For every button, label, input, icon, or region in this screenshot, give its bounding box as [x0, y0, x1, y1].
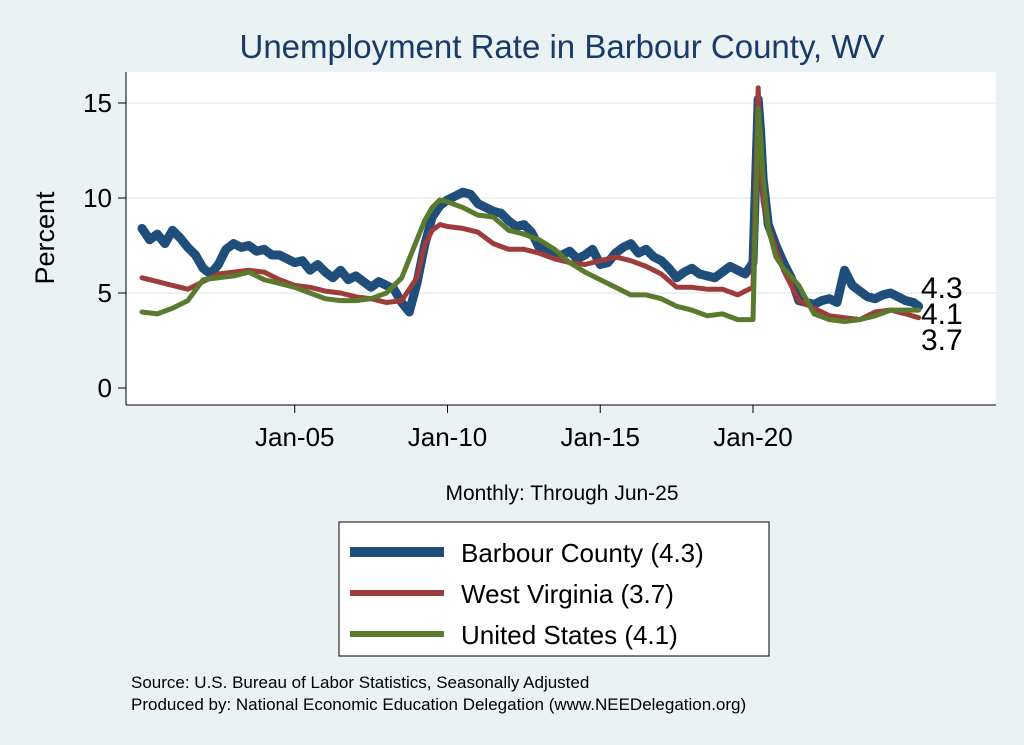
legend-label-united-states: United States (4.1): [461, 620, 678, 650]
series-line-united-states: [139, 106, 922, 324]
producer-note: Produced by: National Economic Education…: [131, 695, 746, 714]
y-tick-label: 15: [83, 88, 112, 118]
x-tick-label: Jan-20: [713, 422, 793, 452]
x-tick-label: Jan-15: [560, 422, 640, 452]
y-axis-ticks: 0 5 10 15: [83, 88, 126, 403]
end-label-us: 4.1: [921, 298, 963, 331]
end-label-wv: 3.7: [921, 324, 963, 357]
gridlines: [126, 102, 996, 294]
x-axis-ticks: Jan-05 Jan-10 Jan-15 Jan-20: [255, 405, 793, 452]
end-label-barbour: 4.3: [921, 272, 963, 305]
x-axis-label: Monthly: Through Jun-25: [445, 482, 678, 505]
y-tick-label: 10: [83, 183, 112, 213]
x-tick-label: Jan-05: [255, 422, 335, 452]
y-tick-label: 0: [98, 373, 112, 403]
source-note: Source: U.S. Bureau of Labor Statistics,…: [131, 673, 589, 692]
legend: Barbour County (4.3) West Virginia (3.7)…: [338, 521, 770, 657]
y-axis-label: Percent: [30, 191, 60, 285]
plot-area: [126, 72, 996, 405]
legend-label-barbour: Barbour County (4.3): [461, 538, 704, 568]
legend-label-west-virginia: West Virginia (3.7): [461, 579, 674, 609]
x-tick-label: Jan-10: [408, 422, 488, 452]
chart-title: Unemployment Rate in Barbour County, WV: [240, 28, 885, 65]
series-lines: [137, 85, 924, 324]
y-tick-label: 5: [98, 278, 112, 308]
